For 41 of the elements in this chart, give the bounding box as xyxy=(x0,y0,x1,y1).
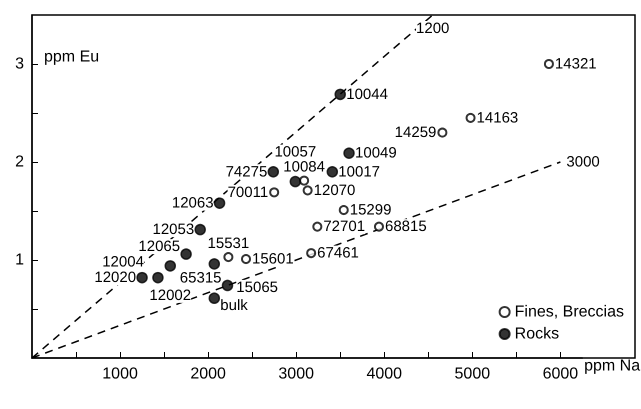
annotation: 68815 xyxy=(384,218,427,236)
x-tick-label: 3000 xyxy=(278,366,314,382)
annotation: 10044 xyxy=(346,86,388,103)
y-tick-label: 2 xyxy=(15,154,24,170)
legend-label: Rocks xyxy=(514,326,560,342)
annotation: 12053 xyxy=(152,221,194,238)
annotation: 12020 xyxy=(94,269,136,286)
annotation: 15065 xyxy=(236,278,278,296)
annotation: 10049 xyxy=(355,144,397,162)
x-tick-label: 5000 xyxy=(454,366,490,382)
annotation: 65315 xyxy=(180,269,222,286)
annotation: 67461 xyxy=(317,244,359,262)
annotation: 12004 xyxy=(102,254,144,271)
annotation: 12065 xyxy=(138,238,180,256)
legend-label: Fines, Breccias xyxy=(514,304,624,320)
annotation: 10084 xyxy=(283,158,325,176)
y-axis-title: ppm Eu xyxy=(44,48,100,66)
annotation: 15531 xyxy=(208,235,250,252)
annotation: 10057 xyxy=(274,144,316,161)
x-tick-label: 1000 xyxy=(102,366,138,382)
annotation: 70011 xyxy=(228,184,268,201)
y-tick-label: 3 xyxy=(15,56,24,72)
annotation: 72701 xyxy=(323,218,366,236)
y-tick-label: 1 xyxy=(15,252,24,268)
annotation: 12002 xyxy=(149,286,192,304)
series-label: 3000 xyxy=(566,154,600,170)
series-label: 1200 xyxy=(416,20,450,37)
annotation: 14321 xyxy=(554,56,597,72)
x-axis-title: ppm Na xyxy=(584,358,640,374)
annotation: 74275 xyxy=(226,163,268,180)
x-tick-label: 2000 xyxy=(190,366,226,382)
annotation: 15601 xyxy=(252,250,294,268)
annotation: 15299 xyxy=(350,202,392,219)
x-tick-label: 6000 xyxy=(542,366,578,382)
annotation: 12070 xyxy=(314,182,356,199)
annotation: bulk xyxy=(220,297,248,314)
x-tick-label: 4000 xyxy=(366,366,402,382)
annotation: 14259 xyxy=(394,124,436,142)
annotation: 12063 xyxy=(172,194,214,212)
annotation: 14163 xyxy=(476,109,518,126)
annotation: 10017 xyxy=(338,163,380,180)
